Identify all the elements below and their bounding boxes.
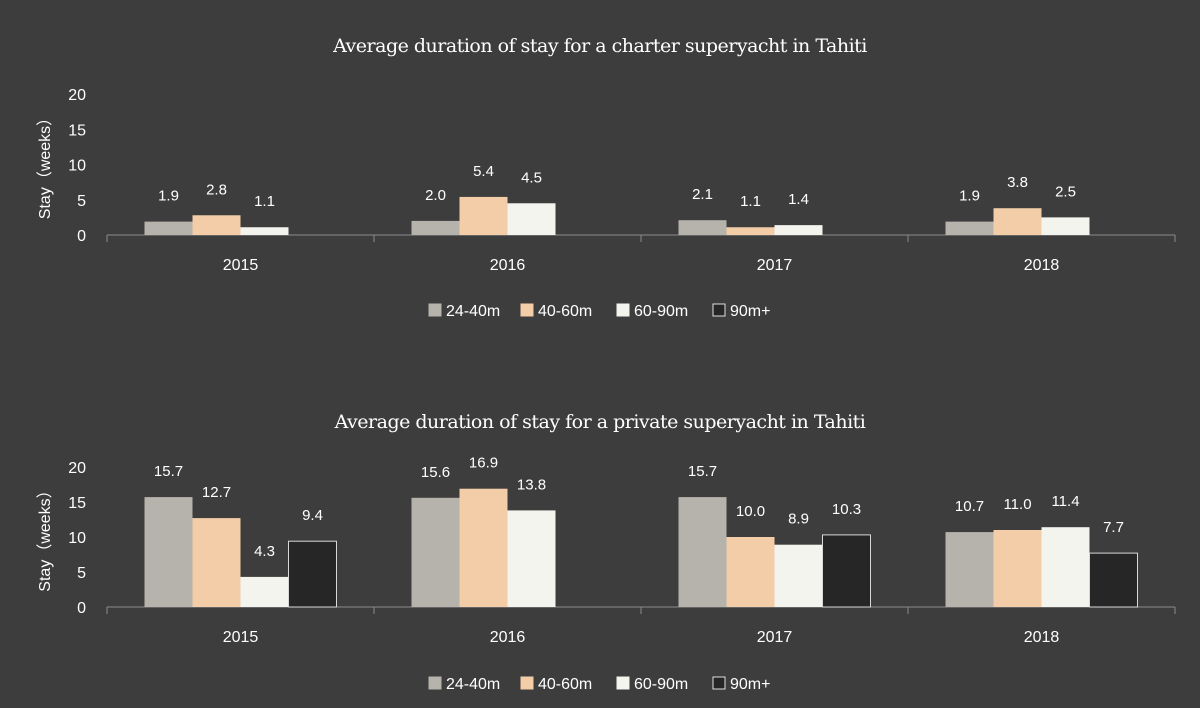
y-tick-label: 15: [68, 122, 86, 139]
data-label: 7.7: [1103, 519, 1124, 536]
data-label: 2.5: [1055, 183, 1076, 200]
x-tick-label: 2015: [223, 629, 259, 646]
legend-entry: 24-40m: [446, 303, 500, 320]
bar-24-40m-2017: [678, 497, 727, 607]
bar-60-90m-2018: [1041, 217, 1090, 235]
data-label: 10.0: [736, 503, 765, 520]
data-label: 10.3: [832, 501, 861, 518]
y-axis-label: Stay（weeks）: [36, 110, 54, 219]
data-label: 8.9: [788, 511, 809, 528]
legend: 24-40m 40-60m 60-90m 90m+: [428, 676, 770, 693]
x-tick-label: 2016: [490, 629, 526, 646]
data-label: 1.4: [788, 191, 809, 208]
x-tick-label: 2016: [490, 257, 526, 274]
data-label: 4.5: [521, 169, 542, 186]
bar-24-40m-2016: [411, 497, 460, 607]
y-tick-label: 0: [77, 600, 86, 617]
y-tick-label: 10: [68, 530, 86, 547]
bar-60-90m-2016: [507, 203, 556, 235]
x-tick-label: 2017: [757, 257, 793, 274]
bar-40-60m-2015: [192, 518, 241, 607]
legend-swatch-60-90m: [616, 303, 630, 317]
y-tick-label: 10: [68, 158, 86, 175]
bar-40-60m-2017: [726, 227, 775, 235]
legend-swatch-24-40m: [428, 676, 442, 690]
data-label: 11.0: [1003, 496, 1031, 513]
legend-swatch-40-60m: [520, 676, 534, 690]
y-tick-label: 20: [68, 87, 86, 104]
chart-title: Average duration of stay for a private s…: [334, 411, 866, 433]
chart-title: Average duration of stay for a charter s…: [332, 35, 867, 57]
bar-40-60m-2016: [459, 196, 508, 235]
data-label: 1.1: [254, 193, 275, 210]
x-tick-label: 2018: [1024, 629, 1060, 646]
data-label: 15.6: [421, 464, 450, 481]
bar-60-90m-2017: [774, 225, 823, 235]
data-label: 13.8: [517, 476, 546, 493]
bar-40-60m-2015: [192, 215, 241, 235]
legend-swatch-24-40m: [428, 303, 442, 317]
y-tick-label: 20: [68, 460, 86, 477]
y-tick-label: 15: [68, 495, 86, 512]
bar-40-60m-2016: [459, 488, 508, 607]
data-label: 15.7: [154, 463, 183, 480]
data-label: 5.4: [473, 163, 494, 180]
data-label: 1.9: [158, 188, 179, 205]
data-label: 11.4: [1051, 493, 1079, 510]
legend-swatch-60-90m: [616, 676, 630, 690]
bar-24-40m-2017: [678, 220, 727, 235]
data-label: 16.9: [469, 455, 498, 472]
x-tick-label: 2015: [223, 257, 259, 274]
bar-24-40m-2018: [945, 532, 994, 607]
legend-swatch-90m+: [712, 303, 726, 317]
data-label: 2.1: [692, 186, 713, 203]
bar-24-40m-2018: [945, 221, 994, 235]
legend-entry: 40-60m: [538, 676, 592, 693]
bar-40-60m-2017: [726, 537, 775, 607]
bar-60-90m-2018: [1041, 527, 1090, 607]
bar-40-60m-2018: [993, 530, 1042, 607]
bar-60-90m-2015: [240, 576, 289, 607]
y-tick-label: 5: [77, 565, 86, 582]
legend-entry: 40-60m: [538, 303, 592, 320]
data-label: 10.7: [955, 498, 984, 515]
legend-swatch-90m+: [712, 676, 726, 690]
bar-60-90m-2016: [507, 510, 556, 607]
bar-90m+-2018: [1089, 552, 1138, 608]
bar-24-40m-2016: [411, 220, 460, 235]
x-tick-label: 2017: [757, 629, 793, 646]
legend-entry: 60-90m: [634, 303, 688, 320]
bar-24-40m-2015: [144, 497, 193, 607]
data-label: 1.1: [740, 193, 761, 210]
chart-2: Average duration of stay for a private s…: [36, 411, 1176, 693]
data-label: 4.3: [254, 543, 275, 560]
y-tick-label: 5: [77, 193, 86, 210]
y-tick-label: 0: [77, 228, 86, 245]
legend-entry: 90m+: [730, 303, 770, 320]
legend: 24-40m 40-60m 60-90m 90m+: [428, 303, 770, 320]
data-label: 3.8: [1007, 174, 1028, 191]
x-tick-label: 2018: [1024, 257, 1060, 274]
data-label: 1.9: [959, 188, 980, 205]
data-label: 15.7: [688, 463, 717, 480]
bar-90m+-2017: [822, 534, 871, 608]
data-label: 9.4: [302, 507, 323, 524]
legend-entry: 90m+: [730, 676, 770, 693]
legend-entry: 24-40m: [446, 676, 500, 693]
bar-90m+-2015: [288, 540, 337, 608]
data-label: 12.7: [202, 484, 231, 501]
legend-entry: 60-90m: [634, 676, 688, 693]
bar-24-40m-2015: [144, 221, 193, 235]
legend-swatch-40-60m: [520, 303, 534, 317]
bar-60-90m-2017: [774, 544, 823, 607]
chart-1: Average duration of stay for a charter s…: [36, 35, 1176, 320]
data-label: 2.8: [206, 181, 227, 198]
bar-40-60m-2018: [993, 208, 1042, 235]
y-axis-label: Stay（weeks）: [36, 482, 54, 591]
bar-60-90m-2015: [240, 227, 289, 235]
data-label: 2.0: [425, 187, 446, 204]
